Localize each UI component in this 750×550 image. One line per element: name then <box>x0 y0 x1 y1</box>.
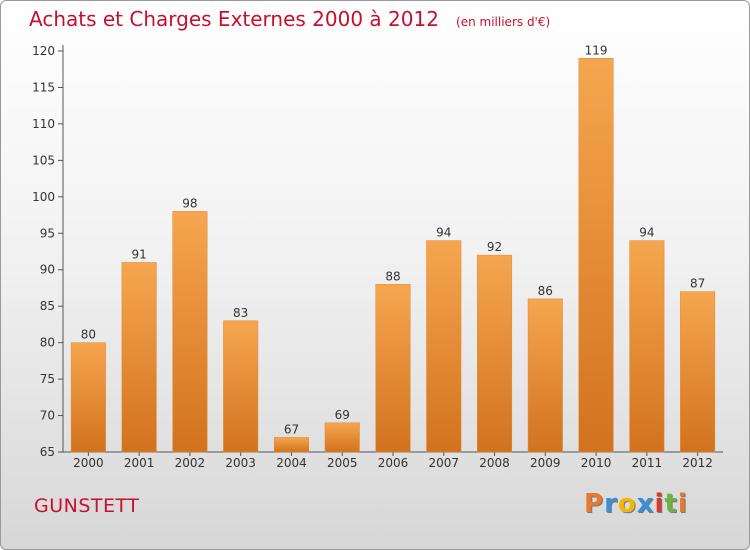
logo-letter: P <box>584 489 605 519</box>
data-label-2011: 94 <box>639 226 654 240</box>
bar-2011 <box>629 240 665 453</box>
logo-letter: x <box>636 489 655 519</box>
x-tick-label-2008: 2008 <box>479 456 510 470</box>
data-label-2009: 86 <box>538 284 553 298</box>
x-tick-label-2002: 2002 <box>175 456 206 470</box>
x-tick-label-2005: 2005 <box>327 456 358 470</box>
bar-2000 <box>70 342 106 453</box>
data-label-2012: 87 <box>690 277 705 291</box>
data-label-2010: 119 <box>585 43 608 57</box>
bar-2009 <box>527 298 563 453</box>
y-tick-label: 85 <box>40 299 55 313</box>
x-tick-label-2000: 2000 <box>73 456 104 470</box>
y-tick-label: 95 <box>40 226 55 240</box>
y-tick-label: 120 <box>32 44 55 58</box>
bar-2010 <box>578 58 614 453</box>
bar-2002 <box>172 211 208 453</box>
chart-subtitle: (en milliers d'€) <box>456 15 551 29</box>
chart-axes: 65 70 75 80 85 90 95 100 105 110 115 120 2000 2001 200… <box>32 44 723 470</box>
y-tick-label: 110 <box>32 117 55 131</box>
data-label-2008: 92 <box>487 240 502 254</box>
chart-title-row: Achats et Charges Externes 2000 à 2012 (… <box>29 7 550 31</box>
logo-letter: i <box>654 489 665 519</box>
data-label-2004: 67 <box>284 422 299 436</box>
logo-letter: t <box>664 489 678 519</box>
y-tick-label: 115 <box>32 80 55 94</box>
bar-2003 <box>223 320 259 453</box>
bar-2012 <box>680 291 716 453</box>
y-tick-label: 105 <box>32 153 55 167</box>
y-tick-label: 80 <box>40 336 55 350</box>
bar-2007 <box>426 240 462 453</box>
chart-title: Achats et Charges Externes 2000 à 2012 <box>29 7 439 31</box>
y-tick-label: 75 <box>40 372 55 386</box>
data-label-2001: 91 <box>132 247 147 261</box>
bar-2001 <box>121 262 157 453</box>
data-label-2005: 69 <box>335 408 350 422</box>
chart-data-labels: 80 91 98 83 67 69 88 94 92 86 119 94 87 <box>81 43 706 436</box>
x-tick-label-2009: 2009 <box>530 456 561 470</box>
chart-bars <box>70 58 716 453</box>
bar-2008 <box>477 254 513 453</box>
x-tick-label-2004: 2004 <box>276 456 307 470</box>
x-tick-label-2012: 2012 <box>682 456 713 470</box>
y-tick-label: 90 <box>40 263 55 277</box>
data-label-2007: 94 <box>436 226 451 240</box>
data-label-2002: 98 <box>182 196 197 210</box>
bar-2006 <box>375 284 411 453</box>
commune-name: GUNSTETT <box>34 495 140 517</box>
logo-letter: i <box>677 489 688 519</box>
x-tick-label-2003: 2003 <box>225 456 256 470</box>
logo-letter: r <box>604 489 618 519</box>
logo-letter: o <box>617 489 637 519</box>
proxiti-logo: Proxiti <box>584 489 688 519</box>
x-tick-label-2001: 2001 <box>124 456 155 470</box>
x-tick-label-2006: 2006 <box>378 456 409 470</box>
x-tick-label-2010: 2010 <box>581 456 612 470</box>
x-tick-label-2007: 2007 <box>428 456 459 470</box>
y-tick-label: 65 <box>40 445 55 459</box>
y-tick-label: 100 <box>32 190 55 204</box>
bar-2004 <box>273 437 309 453</box>
y-tick-label: 70 <box>40 409 55 423</box>
bar-2005 <box>324 422 360 453</box>
data-label-2003: 83 <box>233 306 248 320</box>
data-label-2000: 80 <box>81 328 96 342</box>
x-tick-label-2011: 2011 <box>632 456 663 470</box>
data-label-2006: 88 <box>385 269 400 283</box>
